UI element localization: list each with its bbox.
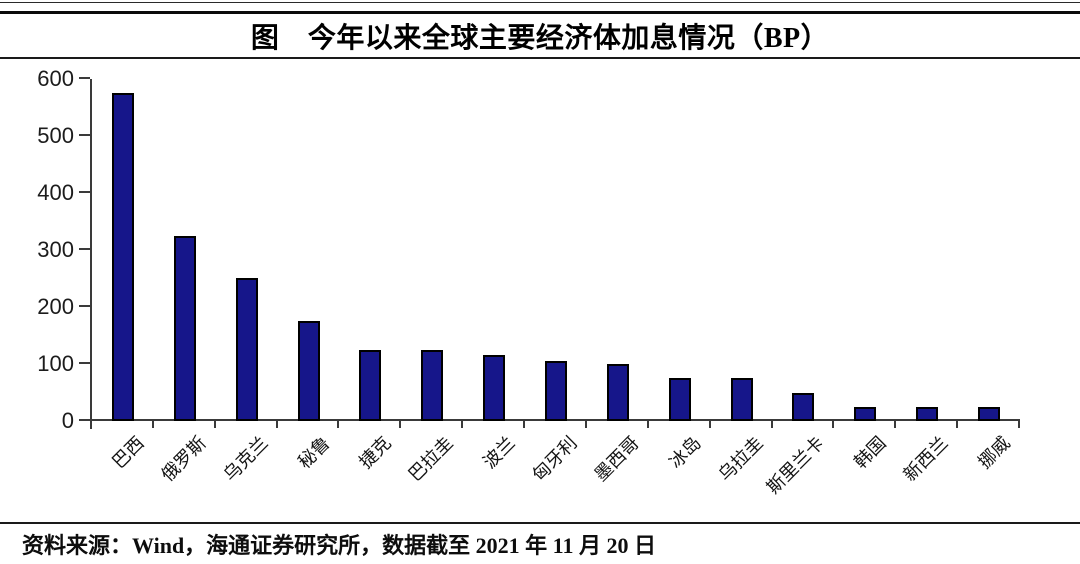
x-axis-label: 乌拉圭	[714, 432, 767, 486]
bar-chart-plot-area: 0 100 200 300 400 500 600 巴西 俄罗斯 乌克兰 秘鲁 捷克 巴拉圭 波兰 匈牙利墨…	[37, 66, 1020, 498]
y-axis-label: 200	[37, 294, 74, 319]
x-axis-tick	[956, 421, 959, 428]
y-axis-label: 100	[37, 351, 74, 376]
bar	[359, 350, 381, 421]
top-thick-rule	[0, 11, 1080, 14]
y-axis-tick	[79, 362, 90, 364]
bar	[978, 407, 1000, 421]
bar	[854, 407, 876, 421]
x-axis-tick	[646, 421, 649, 428]
x-axis-tick	[832, 421, 835, 428]
bar	[236, 278, 258, 421]
bar	[174, 236, 196, 421]
x-axis-tick	[399, 421, 402, 428]
bar	[607, 364, 629, 421]
y-axis-tick	[79, 419, 90, 421]
y-axis-tick	[79, 77, 90, 79]
bar	[112, 93, 134, 421]
bar	[669, 378, 691, 421]
x-axis-tick	[275, 421, 278, 428]
x-axis-tick	[708, 421, 711, 428]
y-axis-label: 600	[37, 66, 74, 91]
x-axis-tick	[894, 421, 897, 428]
y-axis-label: 400	[37, 180, 74, 205]
bar	[916, 407, 938, 421]
bar	[792, 393, 814, 421]
y-axis-tick	[79, 134, 90, 136]
bar	[545, 361, 567, 421]
x-axis-tick	[213, 421, 216, 428]
x-axis-tick	[461, 421, 464, 428]
x-axis-tick	[523, 421, 526, 428]
source-note: 资料来源：Wind，海通证券研究所，数据截至 2021 年 11 月 20 日	[22, 533, 656, 558]
y-axis-label: 0	[61, 408, 74, 433]
x-axis-tick	[337, 421, 340, 428]
x-axis-label: 斯里兰卡	[762, 432, 828, 498]
x-axis-tick	[770, 421, 773, 428]
top-thin-rule	[0, 2, 1080, 3]
x-axis-tick	[90, 421, 92, 428]
y-axis-tick	[79, 305, 90, 307]
footer-top-rule	[0, 522, 1080, 524]
x-axis-tick	[151, 421, 154, 428]
y-axis-tick	[79, 248, 90, 250]
x-axis-tick	[584, 421, 587, 428]
title-bottom-rule	[0, 57, 1080, 59]
bar	[731, 378, 753, 421]
figure-title: 图 今年以来全球主要经济体加息情况（BP）	[250, 23, 830, 54]
x-axis-label: 新西兰	[899, 432, 952, 486]
x-axis-label: 韩国	[850, 432, 890, 473]
y-axis-label: 500	[37, 123, 74, 148]
bar	[483, 355, 505, 421]
y-axis-label: 300	[37, 237, 74, 262]
y-axis-tick	[79, 191, 90, 193]
bar	[298, 321, 320, 421]
x-axis-label: 挪威	[974, 432, 1014, 473]
x-axis-tick	[1018, 421, 1020, 428]
y-axis-line	[90, 79, 92, 429]
bar	[421, 350, 443, 421]
